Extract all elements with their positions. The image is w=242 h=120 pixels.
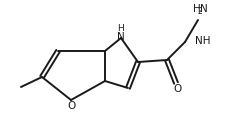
Text: H: H xyxy=(193,4,201,14)
Text: N: N xyxy=(200,4,207,14)
Text: O: O xyxy=(174,84,182,94)
Text: O: O xyxy=(68,101,76,111)
Text: H: H xyxy=(117,24,124,33)
Text: N: N xyxy=(117,32,124,42)
Text: 2: 2 xyxy=(198,7,202,16)
Text: NH: NH xyxy=(195,36,210,46)
